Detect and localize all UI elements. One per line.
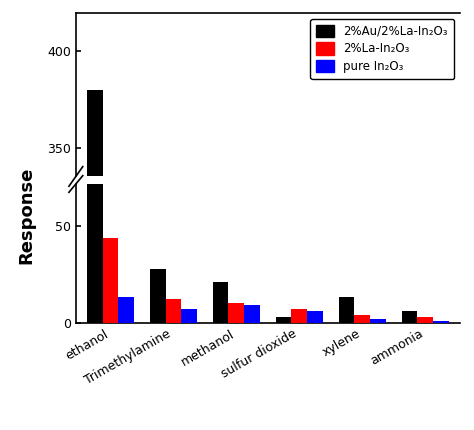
Bar [417, 317, 433, 322]
Bar [370, 319, 386, 322]
Bar [87, 90, 102, 430]
Bar [433, 321, 449, 322]
Bar [338, 298, 355, 322]
Bar [228, 303, 244, 322]
Bar [276, 317, 292, 322]
Bar [87, 0, 102, 322]
Bar [355, 315, 370, 322]
Bar [401, 311, 417, 322]
Bar [102, 238, 118, 322]
Bar [307, 311, 323, 322]
Legend: 2%Au/2%La-In₂O₃, 2%La-In₂O₃, pure In₂O₃: 2%Au/2%La-In₂O₃, 2%La-In₂O₃, pure In₂O₃ [310, 19, 454, 79]
Bar [181, 309, 197, 322]
Bar [213, 282, 228, 322]
Bar [292, 309, 307, 322]
Bar [118, 298, 134, 322]
Bar [244, 305, 260, 322]
Bar [150, 269, 165, 322]
Bar [165, 299, 181, 322]
Text: Response: Response [17, 166, 35, 264]
